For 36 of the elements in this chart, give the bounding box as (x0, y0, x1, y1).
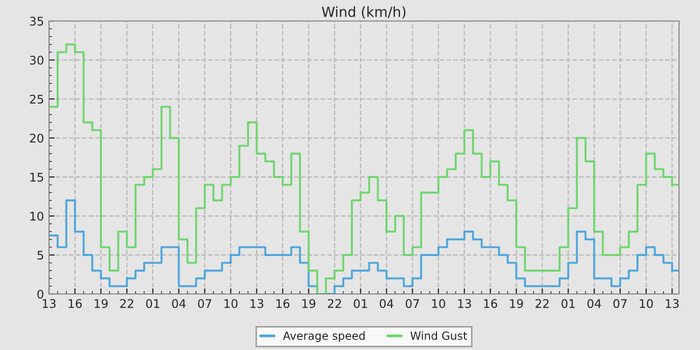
x-tick-label: 13 (458, 299, 471, 308)
x-tick-label: 01 (354, 299, 367, 308)
x-tick-label: 19 (94, 299, 108, 308)
y-tick-label: 0 (37, 290, 44, 299)
x-tick-label: 01 (146, 299, 160, 308)
y-tick-label: 20 (30, 134, 44, 143)
x-tick-label: 22 (328, 299, 341, 308)
x-tick-label: 16 (484, 299, 498, 308)
x-tick-label: 13 (666, 299, 679, 308)
x-tick-label: 07 (198, 299, 212, 308)
y-tick-label: 10 (30, 212, 44, 221)
y-tick-label: 35 (30, 16, 44, 26)
x-tick-label: 04 (587, 299, 602, 308)
x-tick-label: 10 (224, 299, 238, 308)
legend-label: Average speed (282, 331, 365, 342)
x-tick-label: 13 (250, 299, 264, 308)
x-tick-label: 10 (432, 299, 446, 308)
x-tick-label: 01 (562, 299, 575, 308)
x-tick-label: 19 (302, 299, 316, 308)
x-tick-label: 04 (172, 299, 186, 308)
x-tick-label: 16 (276, 299, 290, 308)
x-tick-label: 22 (120, 299, 134, 308)
x-tick-label: 13 (42, 299, 56, 308)
x-tick-label: 07 (406, 299, 419, 308)
legend-label: Wind Gust (410, 331, 468, 340)
y-tick-label: 15 (30, 172, 44, 182)
y-tick-label: 25 (30, 94, 44, 104)
x-tick-label: 19 (510, 299, 523, 308)
chart-title: Wind (km/h) (322, 6, 406, 19)
x-tick-label: 04 (380, 299, 394, 308)
x-tick-label: 16 (68, 299, 82, 308)
x-tick-label: 22 (536, 299, 549, 308)
y-tick-label: 30 (30, 56, 44, 65)
x-tick-label: 10 (640, 299, 653, 308)
x-tick-label: 07 (613, 299, 627, 308)
y-tick-label: 5 (38, 250, 44, 260)
